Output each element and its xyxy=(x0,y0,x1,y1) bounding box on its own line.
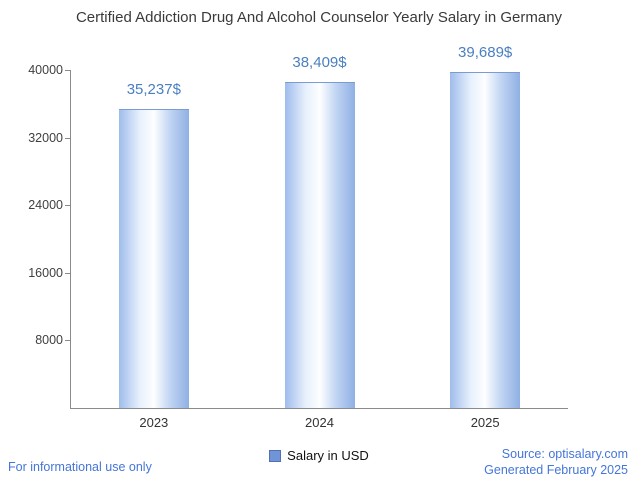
y-tick-label: 32000 xyxy=(28,130,63,145)
x-tick-label: 2023 xyxy=(139,415,169,430)
bar-value-label: 38,409$ xyxy=(292,54,347,72)
y-tick-label: 24000 xyxy=(28,198,63,213)
y-tick-mark xyxy=(65,137,71,139)
disclaimer-text: For informational use only xyxy=(8,460,152,474)
bar-2024 xyxy=(284,82,355,408)
y-tick-label: 8000 xyxy=(35,333,63,348)
x-tick-label: 2025 xyxy=(470,415,500,430)
y-tick-mark xyxy=(65,205,71,207)
generated-date: Generated February 2025 xyxy=(484,463,628,477)
legend: Salary in USD xyxy=(0,448,638,463)
bar-value-label: 39,689$ xyxy=(458,43,513,61)
y-tick-mark xyxy=(65,340,71,342)
y-tick-mark xyxy=(65,70,71,71)
y-tick-mark xyxy=(65,272,71,274)
y-tick-label: 40000 xyxy=(28,63,63,77)
legend-swatch-icon xyxy=(269,449,282,462)
bar-2025 xyxy=(450,71,521,408)
y-tick-label: 16000 xyxy=(28,265,63,280)
bar-2023 xyxy=(118,109,189,408)
bar-value-label: 35,237$ xyxy=(126,81,181,99)
footer-source-block: Source: optisalary.com Generated Februar… xyxy=(484,446,628,478)
x-tick-label: 2024 xyxy=(305,415,334,430)
plot-area: 8000 16000 24000 32000 40000 35,237$ 2023 38,40… xyxy=(28,44,568,430)
source-link[interactable]: Source: optisalary.com xyxy=(501,447,628,461)
chart-title: Certified Addiction Drug And Alcohol Cou… xyxy=(75,9,563,26)
legend-label: Salary in USD xyxy=(287,448,369,463)
